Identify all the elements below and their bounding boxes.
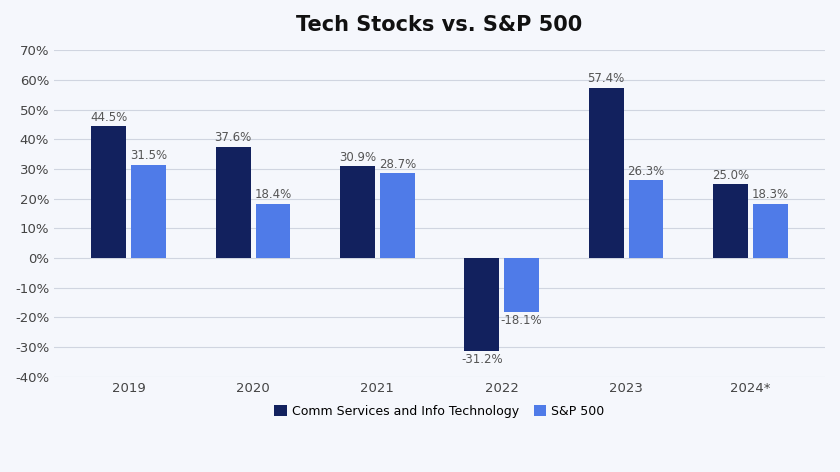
Bar — [255, 203, 291, 258]
Text: 25.0%: 25.0% — [712, 169, 749, 182]
Title: Tech Stocks vs. S&P 500: Tech Stocks vs. S&P 500 — [297, 15, 583, 35]
Bar — [504, 258, 539, 312]
Text: 30.9%: 30.9% — [339, 151, 376, 164]
Bar — [589, 88, 623, 258]
Bar — [753, 204, 788, 258]
Bar — [713, 184, 748, 258]
Bar — [628, 180, 664, 258]
Bar — [340, 167, 375, 258]
Bar — [92, 126, 126, 258]
Bar — [131, 165, 166, 258]
Legend: Comm Services and Info Technology, S&P 500: Comm Services and Info Technology, S&P 5… — [270, 400, 610, 423]
Text: -31.2%: -31.2% — [461, 353, 502, 366]
Text: 18.3%: 18.3% — [752, 188, 789, 202]
Text: 31.5%: 31.5% — [130, 149, 167, 162]
Text: 44.5%: 44.5% — [90, 111, 128, 124]
Text: 57.4%: 57.4% — [587, 72, 625, 85]
Text: 18.4%: 18.4% — [255, 188, 291, 201]
Bar — [380, 173, 415, 258]
Text: -18.1%: -18.1% — [501, 314, 543, 327]
Text: 28.7%: 28.7% — [379, 158, 416, 170]
Bar — [216, 147, 250, 258]
Text: 26.3%: 26.3% — [627, 165, 664, 178]
Bar — [465, 258, 499, 351]
Text: 37.6%: 37.6% — [214, 131, 252, 144]
